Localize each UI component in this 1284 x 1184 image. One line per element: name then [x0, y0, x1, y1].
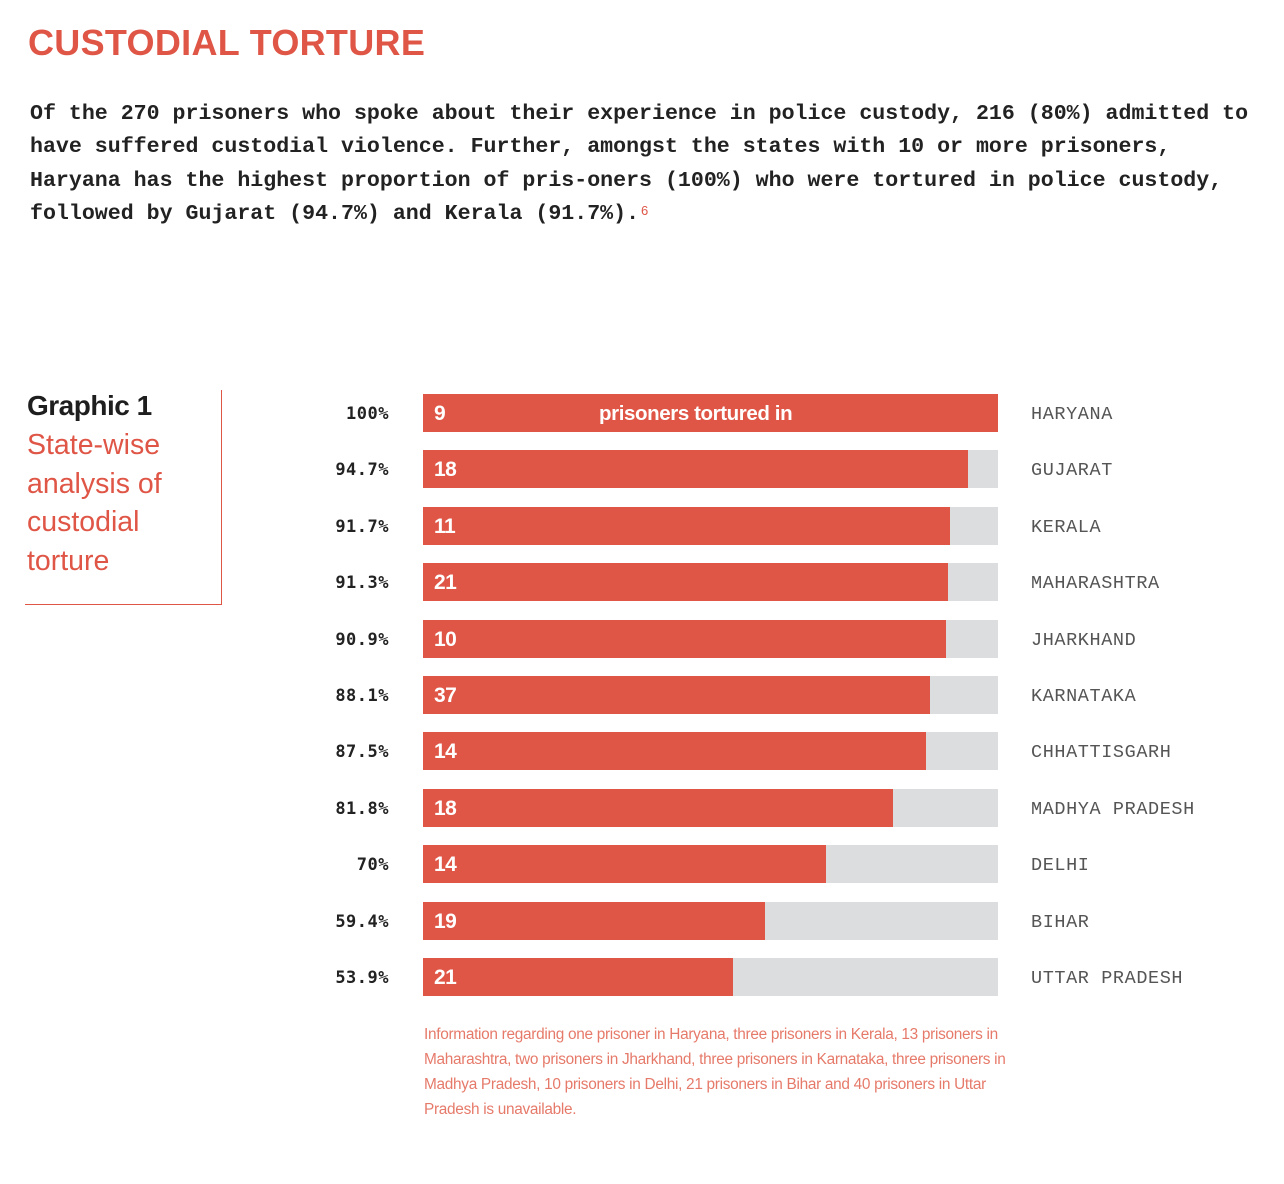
bar-fill: 9 prisoners tortured in	[423, 394, 998, 432]
count-label: 19	[434, 909, 457, 933]
bar-track: 14	[423, 732, 998, 771]
bar-fill: 37	[423, 676, 930, 714]
graphic-number: Graphic 1	[27, 390, 152, 421]
bar-fill: 18	[423, 450, 968, 489]
state-label: DELHI	[1031, 855, 1090, 877]
bar-track: 21	[423, 958, 998, 996]
bar-track: 37	[423, 676, 998, 714]
state-label: KARNATAKA	[1031, 686, 1137, 707]
chart-footnote: Information regarding one prisoner in Ha…	[424, 1026, 1006, 1118]
state-label: MADHYA PRADESH	[1031, 798, 1195, 820]
bar-row: 59.4% 19 BIHAR	[0, 901, 1284, 940]
state-label: GUJARAT	[1031, 460, 1113, 482]
bar-track: 18	[423, 788, 998, 827]
page-title: CUSTODIAL TORTURE	[28, 22, 426, 63]
footnote-reference[interactable]: 6	[641, 203, 649, 219]
bar-track: 18	[423, 450, 998, 489]
percent-label: 91.7%	[335, 516, 389, 537]
bar-track: 11	[423, 506, 998, 545]
graphic-caption-box: Graphic 1 State-wise analysis of custodi…	[25, 390, 222, 605]
state-label: JHARKHAND	[1031, 629, 1137, 651]
bar-track: 9 prisoners tortured in	[423, 394, 998, 432]
bar-track: 19	[423, 901, 998, 940]
bar-fill: 18	[423, 788, 894, 827]
graphic-subtitle: State-wise analysis of custodial torture	[27, 429, 162, 577]
state-label: UTTAR PRADESH	[1031, 968, 1184, 989]
count-label: 14	[434, 740, 457, 764]
count-label: 10	[434, 627, 457, 651]
bar-row: 70% 14 DELHI	[0, 845, 1284, 884]
count-label: 21	[434, 966, 457, 989]
bar-track: 10	[423, 619, 998, 658]
percent-label: 87.5%	[335, 742, 389, 763]
percent-label: 59.4%	[335, 911, 389, 932]
percent-label: 94.7%	[335, 460, 389, 481]
bar-row: 90.9% 10 JHARKHAND	[0, 619, 1284, 658]
intro-paragraph: Of the 270 prisoners who spoke about the…	[30, 98, 1260, 232]
percent-label: 81.8%	[335, 798, 389, 819]
percent-label: 70%	[356, 855, 389, 876]
percent-label: 88.1%	[335, 686, 389, 706]
state-label: BIHAR	[1031, 911, 1090, 933]
count-label: 18	[434, 796, 457, 820]
bar-fill: 11	[423, 506, 951, 545]
bar-fill: 10	[423, 619, 946, 658]
bar-fill: 21	[423, 958, 733, 996]
bar-fill: 14	[423, 732, 927, 771]
bar-fill: 21	[423, 563, 948, 602]
count-label: 37	[434, 684, 457, 707]
bar-row: 88.1% 37 KARNATAKA	[0, 676, 1284, 714]
count-label: 18	[434, 458, 457, 482]
state-label: HARYANA	[1031, 404, 1113, 425]
state-label: KERALA	[1031, 516, 1102, 538]
count-label: 21	[434, 571, 457, 595]
count-label: 9	[434, 402, 446, 425]
percent-label: 91.3%	[335, 573, 389, 594]
bar-track: 14	[423, 845, 998, 884]
count-label: 14	[434, 853, 457, 877]
count-label: 11	[434, 514, 456, 538]
bar-row: 53.9% 21 UTTAR PRADESH	[0, 958, 1284, 996]
intro-text: Of the 270 prisoners who spoke about the…	[30, 102, 1249, 227]
bar-row: 81.8% 18 MADHYA PRADESH	[0, 788, 1284, 827]
inline-bar-label: prisoners tortured in	[599, 402, 793, 425]
bar-track: 21	[423, 563, 998, 602]
bar-fill: 14	[423, 845, 826, 884]
bar-row: 87.5% 14 CHHATTISGARH	[0, 732, 1284, 771]
state-label: MAHARASHTRA	[1031, 573, 1160, 595]
percent-label: 100%	[346, 404, 389, 424]
state-label: CHHATTISGARH	[1031, 742, 1172, 764]
percent-label: 53.9%	[335, 968, 389, 988]
percent-label: 90.9%	[335, 629, 389, 650]
bar-fill: 19	[423, 901, 765, 940]
